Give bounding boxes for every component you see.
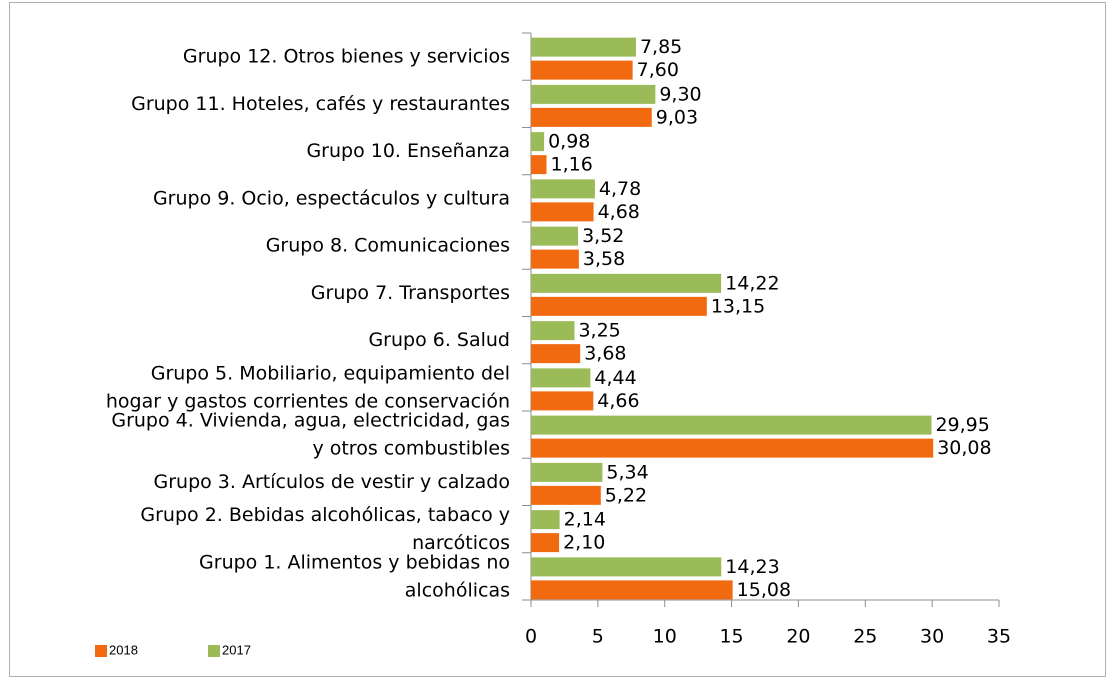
data-label: 2,10 <box>563 532 605 554</box>
data-label: 29,95 <box>935 414 989 436</box>
x-tick-label: 30 <box>920 626 944 648</box>
data-label: 4,68 <box>598 201 640 223</box>
data-label: 2,14 <box>564 509 606 531</box>
category-label: Grupo 10. Enseñanza <box>306 140 510 162</box>
data-label: 4,78 <box>599 178 641 200</box>
data-label: 5,22 <box>605 484 647 506</box>
data-label: 30,08 <box>937 437 991 459</box>
category-label: Grupo 2. Bebidas alcohólicas, tabaco y na… <box>140 504 510 554</box>
bar <box>531 296 707 316</box>
bar <box>531 557 722 577</box>
bar <box>531 344 581 364</box>
data-label: 3,52 <box>582 225 624 247</box>
bar <box>531 84 656 104</box>
bar <box>531 37 636 57</box>
data-label: 1,16 <box>551 154 593 176</box>
data-label: 4,44 <box>594 367 636 389</box>
category-label: Grupo 12. Otros bienes y servicios <box>183 45 510 67</box>
bar <box>531 226 579 246</box>
data-label: 7,60 <box>637 59 679 81</box>
bar <box>531 415 932 435</box>
chart-border <box>9 2 1106 677</box>
data-label: 3,58 <box>583 248 625 270</box>
bar <box>531 533 560 553</box>
bar <box>531 107 652 127</box>
bar <box>531 510 560 530</box>
bar <box>531 202 594 222</box>
legend-swatch <box>208 645 220 657</box>
bar <box>531 391 594 411</box>
category-label: Grupo 4. Vivienda, agua, electricidad, g… <box>111 409 510 459</box>
data-label: 13,15 <box>711 295 765 317</box>
data-label: 0,98 <box>548 131 590 153</box>
x-tick-label: 5 <box>592 626 604 648</box>
data-label: 15,08 <box>737 579 791 601</box>
category-label: Grupo 6. Salud <box>368 329 510 351</box>
bar <box>531 321 575 341</box>
bar <box>531 249 579 269</box>
x-tick-label: 10 <box>653 626 677 648</box>
data-label: 3,25 <box>578 320 620 342</box>
data-label: 9,03 <box>656 106 698 128</box>
legend-label: 2018 <box>109 642 138 657</box>
bar <box>531 438 934 458</box>
bar <box>531 580 733 600</box>
x-tick-label: 20 <box>786 626 810 648</box>
x-tick-label: 0 <box>525 626 537 648</box>
category-label: Grupo 3. Artículos de vestir y calzado <box>154 470 511 492</box>
category-label: Grupo 11. Hoteles, cafés y restaurantes <box>131 92 510 114</box>
data-label: 7,85 <box>640 36 682 58</box>
category-label: Grupo 7. Transportes <box>311 281 510 303</box>
category-label: Grupo 5. Mobiliario, equipamiento del hog… <box>106 362 510 412</box>
data-label: 9,30 <box>659 83 701 105</box>
x-tick-label: 35 <box>987 626 1011 648</box>
bar <box>531 179 595 199</box>
legend-label: 2017 <box>222 642 251 657</box>
legend-swatch <box>95 645 107 657</box>
x-tick-label: 25 <box>853 626 877 648</box>
bar <box>531 60 633 80</box>
x-tick-label: 15 <box>719 626 743 648</box>
bar <box>531 368 591 388</box>
data-label: 3,68 <box>584 343 626 365</box>
data-label: 14,22 <box>725 272 779 294</box>
bar <box>531 273 722 293</box>
category-label: Grupo 8. Comunicaciones <box>266 234 510 256</box>
category-label: Grupo 9. Ocio, espectáculos y cultura <box>153 187 510 209</box>
bar <box>531 132 545 152</box>
bar <box>531 462 603 482</box>
data-label: 5,34 <box>606 461 648 483</box>
category-label: Grupo 1. Alimentos y bebidas no alcohólic… <box>199 551 510 601</box>
data-label: 14,23 <box>725 556 779 578</box>
data-label: 4,66 <box>597 390 639 412</box>
bar <box>531 485 601 505</box>
bar <box>531 155 547 175</box>
